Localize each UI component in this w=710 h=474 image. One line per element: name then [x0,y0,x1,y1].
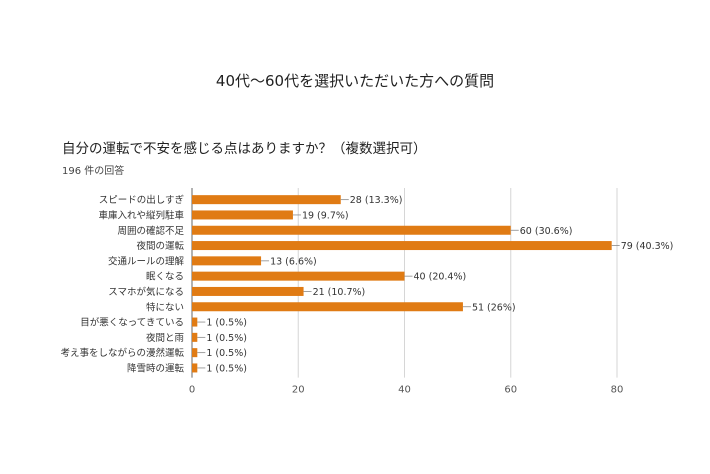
response-count: 196 件の回答 [62,166,125,177]
bar [192,302,463,312]
data-label: 28 (13.3%) [350,195,403,206]
data-label: 60 (30.6%) [520,226,573,237]
data-label: 13 (6.6%) [270,256,317,267]
category-label: 特にない [146,301,184,313]
category-label: 車庫入れや縦列駐車 [98,209,184,221]
data-label: 79 (40.3%) [621,241,674,252]
bar [192,271,405,281]
category-label: スピードの出しすぎ [99,194,185,206]
category-label: 目が悪くなってきている [80,317,184,329]
x-tick-label: 80 [611,385,624,396]
bar [192,332,198,342]
category-label: 交通ルールの理解 [108,255,185,267]
category-label: 周囲の確認不足 [117,225,184,237]
page-heading: 40代〜60代を選択いただいた方への質問 [215,72,495,90]
bar [192,210,293,220]
bar [192,256,262,266]
bar [192,225,511,235]
category-label: 降雪時の運転 [127,362,185,374]
data-label: 1 (0.5%) [206,318,247,329]
bar [192,363,198,373]
data-label: 40 (20.4%) [414,272,467,283]
data-label: 1 (0.5%) [206,348,247,359]
question-title: 自分の運転で不安を感じる点はありますか？（複数選択可） [62,141,427,157]
category-label: 夜間の運転 [136,240,184,252]
x-tick-label: 60 [504,385,517,396]
category-label: 夜間と雨 [146,332,184,344]
data-label: 19 (9.7%) [302,210,349,221]
data-label: 51 (26%) [472,302,516,313]
x-tick-label: 20 [292,385,305,396]
bar [192,241,612,251]
category-label: 考え事をしながらの漫然運転 [60,347,184,359]
bar [192,348,198,358]
data-label: 1 (0.5%) [206,333,247,344]
data-label: 1 (0.5%) [206,363,247,374]
category-label: 眠くなる [146,272,184,283]
bar [192,195,341,205]
x-tick-label: 0 [189,385,195,396]
x-tick-label: 40 [398,385,411,396]
bar [192,317,198,327]
data-label: 21 (10.7%) [313,287,366,298]
category-label: スマホが気になる [108,286,184,298]
bar [192,286,304,296]
